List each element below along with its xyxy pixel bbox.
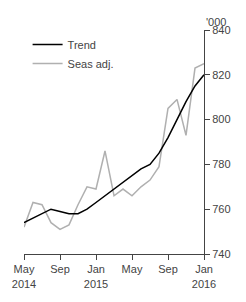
- svg-text:780: 780: [212, 158, 230, 170]
- svg-text:800: 800: [212, 113, 230, 125]
- svg-text:Trend: Trend: [68, 39, 96, 51]
- svg-text:Jan2015: Jan2015: [84, 263, 108, 289]
- svg-text:840: 840: [212, 24, 230, 36]
- svg-text:May2014: May2014: [12, 263, 36, 289]
- svg-text:Sep: Sep: [158, 263, 178, 275]
- svg-text:760: 760: [212, 203, 230, 215]
- svg-text:Jan2016: Jan2016: [192, 263, 216, 289]
- svg-text:740: 740: [212, 248, 230, 260]
- svg-text:'000: '000: [206, 16, 226, 28]
- svg-text:Seas adj.: Seas adj.: [68, 58, 114, 70]
- svg-text:Sep: Sep: [50, 263, 70, 275]
- svg-text:May: May: [122, 263, 143, 275]
- svg-text:820: 820: [212, 69, 230, 81]
